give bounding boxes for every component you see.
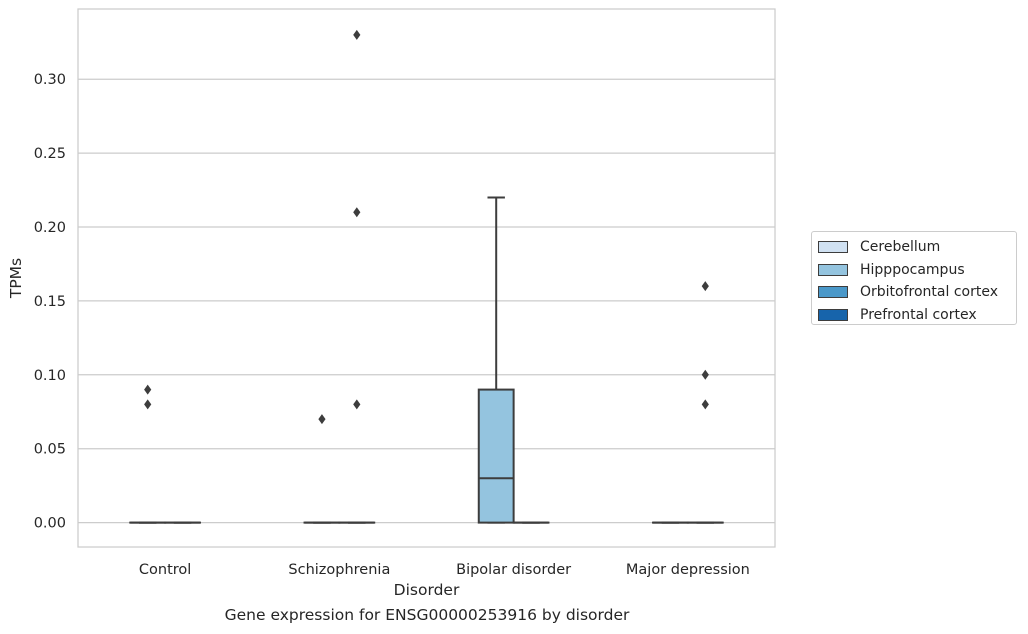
y-tick-label: 0.10	[34, 368, 66, 384]
legend-swatch	[818, 241, 848, 254]
outlier-point	[353, 29, 361, 40]
legend-swatch	[818, 286, 848, 299]
legend-label: Prefrontal cortex	[860, 306, 977, 323]
box-body	[477, 388, 515, 524]
legend-label: Orbitofrontal cortex	[860, 284, 998, 301]
outlier-point	[701, 399, 709, 410]
outlier-point	[318, 414, 326, 425]
box-plot	[129, 384, 167, 524]
plot-frame	[77, 8, 776, 548]
outlier-point	[144, 384, 152, 395]
grid-lines	[78, 78, 775, 524]
y-tick-label: 0.25	[34, 146, 66, 162]
x-tick-labels: Control Schizophrenia Bipolar disorder Majo…	[139, 562, 750, 578]
x-axis-label: Disorder	[394, 581, 460, 599]
x-tick-label: Major depression	[626, 562, 750, 578]
legend-item: Cerebellum	[818, 236, 1016, 259]
x-tick-label: Control	[139, 562, 191, 578]
outlier-point	[144, 399, 152, 410]
y-tick-labels: 0.00 0.05 0.10 0.15 0.20 0.25 0.30	[34, 72, 66, 531]
box-plot	[303, 414, 341, 524]
x-tick-label: Schizophrenia	[288, 562, 390, 578]
legend-swatch	[818, 308, 848, 321]
box-plot	[477, 196, 515, 524]
chart-caption: Gene expression for ENSG00000253916 by d…	[224, 606, 630, 624]
y-tick-label: 0.20	[34, 220, 66, 236]
outlier-point	[701, 369, 709, 380]
outlier-point	[353, 399, 361, 410]
y-tick-label: 0.15	[34, 294, 66, 310]
legend-item: Orbitofrontal cortex	[818, 281, 1016, 304]
y-tick-label: 0.00	[34, 516, 66, 532]
box-plot	[338, 29, 376, 524]
legend-item: Hipppocampus	[818, 259, 1016, 282]
outlier-point	[701, 281, 709, 292]
legend-label: Cerebellum	[860, 239, 941, 256]
legend: Cerebellum Hipppocampus Orbitofrontal cort…	[811, 231, 1017, 325]
y-axis-label: TPMs	[7, 258, 25, 299]
y-tick-label: 0.05	[34, 442, 66, 458]
legend-swatch	[818, 263, 848, 276]
box-plot	[686, 281, 724, 524]
x-tick-label: Bipolar disorder	[456, 562, 571, 578]
legend-item: Prefrontal cortex	[818, 304, 1016, 327]
y-tick-label: 0.30	[34, 72, 66, 88]
box-layer	[129, 29, 724, 524]
outlier-point	[353, 207, 361, 218]
legend-label: Hipppocampus	[860, 261, 965, 278]
